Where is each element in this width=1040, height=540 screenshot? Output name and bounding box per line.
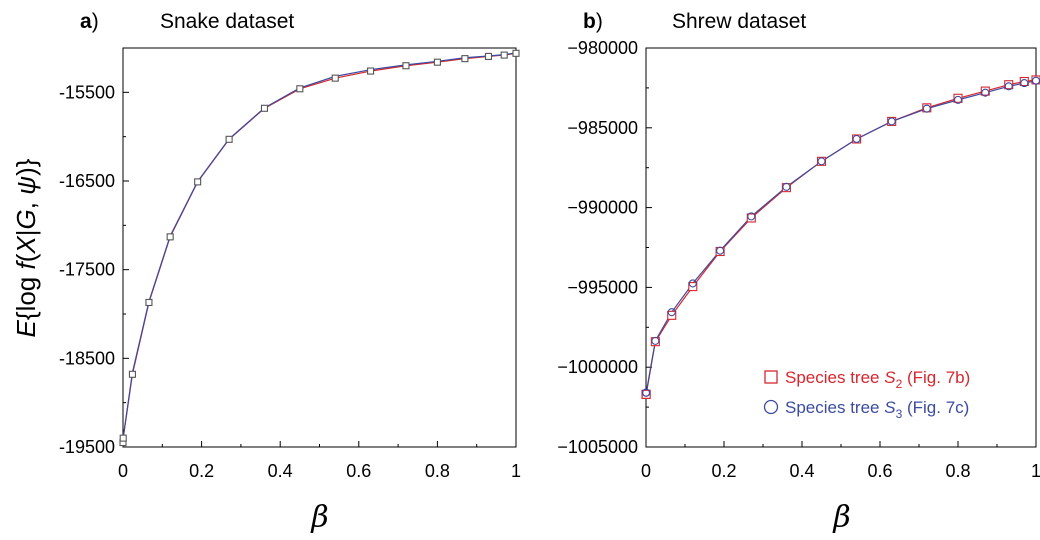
panel-a-x-tick-label: 0.4 [268, 461, 293, 481]
panel-a-series-1-point [402, 62, 410, 70]
panel-a-series-1-point [296, 85, 304, 93]
panel-a-series-1-point [433, 58, 441, 66]
panel-a-y-tick-label: -16500 [59, 171, 115, 191]
panel-b-y-tick-label: −1005000 [557, 437, 638, 457]
panel-b-x-axis-label: β [832, 500, 850, 535]
panel-b-x-tick-label: 0.8 [945, 461, 970, 481]
panel-a: a) Snake dataset β 0 0.2 0.4 0.6 0.8 1 -15500 -… [59, 10, 521, 535]
panel-b-series-2-point [716, 246, 725, 255]
panel-b-series-2-point [1020, 79, 1029, 88]
panel-b-series-2-point [1004, 82, 1013, 91]
panel-a-series-1-point [331, 74, 339, 82]
panel-a-title: Snake dataset [160, 10, 294, 33]
panel-b-series-2-point [688, 279, 697, 288]
legend-entry-s2: Species tree S2 (Fig. 7b) [785, 368, 970, 391]
panel-b-series-2-point [747, 212, 756, 221]
panel-a-x-tick-label: 1 [511, 461, 521, 481]
panel-b-y-tick-label: −995000 [567, 277, 638, 297]
panel-a-y-tick-label: -18500 [59, 348, 115, 368]
panel-b: b) Shrew dataset β 0 0.2 0.4 0.6 0.8 1 −980000… [557, 10, 1040, 535]
panel-b-y-tick-label: −980000 [567, 38, 638, 58]
panel-a-series-1-point [145, 298, 153, 307]
legend: Species tree S2 (Fig. 7b) Species tree S… [763, 368, 970, 421]
panel-a-x-axis-label: β [310, 500, 328, 535]
panel-a-series-1-point [119, 434, 127, 442]
panel-b-series-2-point [981, 88, 990, 97]
panel-a-series-1-point [367, 67, 375, 75]
panel-b-series-2-point [953, 95, 963, 104]
panel-b-series-1-point [1019, 76, 1029, 87]
panel-a-x-tick-label: 0.2 [189, 461, 214, 481]
panel-b-series-2-point [817, 157, 826, 166]
panel-a-series-1-point [225, 135, 233, 143]
panel-b-x-tick-label: 0.6 [867, 461, 892, 481]
panel-b-series-1-point [953, 93, 963, 103]
panel-a-series-1-point [166, 233, 174, 241]
panel-a-series-1-line [122, 52, 517, 443]
panel-a-series-1-point [194, 178, 202, 186]
legend-entry-s3: Species tree S3 (Fig. 7c) [785, 398, 969, 421]
panel-a-x-tick-label: 0.6 [346, 461, 371, 481]
panel-a-y-tick-label: -15500 [59, 82, 115, 102]
panel-b-series-2-point [852, 134, 861, 144]
panel-b-series-2-point [651, 336, 660, 345]
panel-a-series-1-point [484, 52, 493, 60]
panel-b-x-tick-label: 0 [641, 461, 651, 481]
panel-a-y-tick-label: -19500 [59, 437, 115, 457]
panel-b-title: Shrew dataset [672, 10, 806, 33]
panel-b-y-tick-label: −1000000 [557, 357, 638, 377]
panel-b-y-tick-label: −985000 [567, 118, 638, 138]
panel-b-series-1-point [1004, 80, 1014, 90]
panel-b-x-tick-label: 0.4 [789, 461, 814, 481]
panel-b-series-1-point [641, 389, 651, 399]
panel-a-y-tick-label: -17500 [59, 260, 115, 280]
y-axis-label: E{log f(X|G, ψ)} [11, 158, 41, 337]
panel-a-series-1-point [128, 370, 136, 378]
panel-b-series-1-point [746, 213, 756, 223]
legend-square-marker [764, 370, 778, 384]
panel-b-frame [645, 47, 1037, 448]
panel-b-series-1-point [980, 86, 990, 96]
panel-b-x-tick-label: 0.2 [711, 461, 736, 481]
panel-b-y-tick-label: −990000 [567, 198, 638, 218]
panel-b-series-2-point [667, 308, 676, 317]
panel-a-series-1-point [500, 51, 508, 59]
panel-a-series-1-point [461, 55, 469, 63]
panel-a-series-1-point [512, 49, 520, 57]
panel-b-series-2-point [922, 104, 931, 113]
panel-a-letter: a) [80, 10, 99, 33]
panel-a-x-tick-label: 0 [118, 461, 128, 481]
panel-b-series-1-line [645, 79, 1037, 395]
panel-b-series-2-line [645, 80, 1037, 394]
panel-b-series-2-point [642, 388, 651, 397]
panel-b-series-2-point [887, 117, 896, 126]
panel-a-frame [122, 47, 517, 448]
panel-a-series-2-line [122, 52, 517, 442]
panel-b-letter: b) [583, 10, 603, 33]
panel-b-x-tick-label: 1 [1031, 461, 1040, 481]
legend-circle-marker [763, 399, 779, 415]
panel-b-series-2-point [782, 182, 791, 191]
panel-a-series-1-point [260, 104, 269, 112]
panel-a-x-tick-label: 0.8 [425, 461, 450, 481]
